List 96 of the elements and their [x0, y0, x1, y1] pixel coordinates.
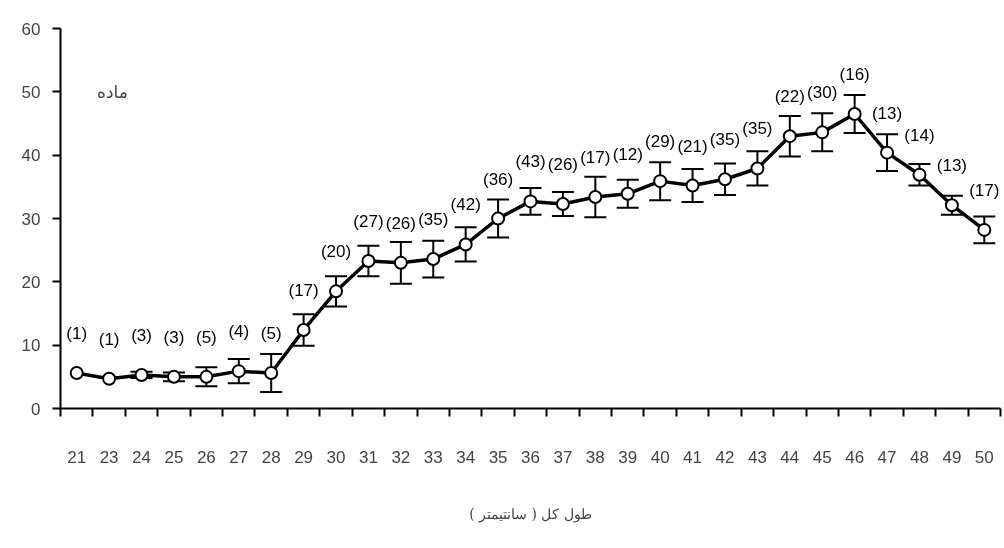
point — [717, 172, 732, 187]
annotation: (27) — [353, 211, 384, 231]
x-tick-label: 40 — [650, 447, 670, 467]
annotation: (35) — [709, 130, 741, 150]
annotation: (3) — [131, 325, 152, 345]
point — [620, 186, 635, 201]
x-tick-label: 47 — [877, 447, 897, 467]
x-tick-label: 29 — [294, 447, 314, 467]
point — [199, 369, 214, 384]
point — [329, 284, 344, 299]
annotation: (29) — [645, 132, 676, 152]
annotation: (5) — [260, 324, 282, 344]
point — [685, 178, 700, 193]
annotation: (17) — [969, 180, 1000, 200]
annotation: (1) — [66, 324, 88, 344]
annotation: (36) — [482, 169, 514, 189]
y-tick-label: 40 — [21, 146, 41, 166]
annotation: (1) — [98, 329, 120, 349]
x-tick-label: 27 — [229, 447, 249, 467]
annotation: ماده — [96, 81, 128, 102]
x-tick-label: 28 — [261, 447, 281, 467]
annotation: (26) — [547, 154, 579, 174]
point — [815, 125, 830, 140]
annotation: (35) — [742, 119, 773, 139]
point — [264, 366, 279, 381]
point — [166, 369, 181, 384]
x-tick-label: 26 — [196, 447, 216, 467]
x-tick-label: 50 — [974, 447, 994, 467]
point — [782, 129, 797, 144]
x-tick-label: 23 — [99, 447, 119, 467]
point — [944, 198, 959, 213]
point — [653, 174, 668, 189]
y-tick-label: 50 — [21, 82, 41, 102]
annotation: (17) — [580, 147, 611, 167]
x-tick-label: 45 — [812, 447, 832, 467]
annotation: (21) — [677, 136, 708, 156]
x-tick-label: 48 — [910, 447, 929, 467]
point — [491, 211, 506, 226]
x-tick-label: 35 — [488, 447, 508, 467]
x-tick-label: 46 — [845, 447, 865, 467]
x-tick-label: 31 — [358, 447, 378, 467]
x-tick-label: 43 — [747, 447, 767, 467]
y-tick-label: 0 — [31, 399, 41, 419]
point — [523, 194, 538, 209]
x-tick-label: 36 — [521, 447, 540, 467]
x-tick-label: 33 — [423, 447, 443, 467]
y-tick-label: 60 — [21, 19, 41, 39]
point — [69, 366, 84, 381]
annotation: (5) — [195, 327, 217, 347]
point — [426, 252, 441, 267]
annotation: (26) — [385, 213, 416, 233]
annotation: (13) — [936, 156, 967, 176]
annotation: (4) — [228, 322, 250, 342]
x-tick-label: 38 — [585, 447, 605, 467]
annotation: (22) — [774, 87, 805, 107]
point — [912, 167, 927, 182]
x-tick-label: 34 — [456, 447, 476, 467]
annotation: (16) — [839, 65, 870, 84]
point — [588, 189, 603, 204]
y-tick-label: 10 — [21, 336, 41, 356]
point — [361, 253, 376, 268]
x-tick-label: 37 — [553, 447, 573, 467]
point — [555, 196, 570, 211]
x-tick-label: 21 — [67, 447, 87, 467]
x-tick-label: 25 — [164, 447, 184, 467]
point — [102, 371, 117, 386]
x-tick-label: 39 — [618, 447, 638, 467]
point — [458, 237, 473, 252]
annotation: (17) — [288, 280, 319, 300]
y-tick-label: 20 — [21, 272, 41, 292]
x-tick-label: 32 — [391, 447, 411, 467]
point — [847, 107, 862, 121]
x-axis-title: طول کل ( سانتیمتر ) — [469, 505, 592, 523]
point — [296, 322, 311, 337]
annotation: (20) — [320, 242, 352, 262]
x-tick-label: 42 — [715, 447, 735, 467]
point — [880, 145, 895, 160]
point — [977, 222, 992, 237]
x-tick-label: 24 — [132, 447, 151, 467]
annotation: (12) — [612, 144, 643, 164]
x-tick-label: 41 — [683, 447, 703, 467]
point — [750, 161, 765, 176]
x-tick-label: 49 — [942, 447, 962, 467]
point — [134, 367, 149, 382]
y-tick-label: 30 — [21, 209, 41, 229]
x-tick-label: 44 — [780, 447, 800, 467]
point — [393, 255, 408, 270]
point — [231, 364, 246, 379]
annotation: (3) — [163, 327, 185, 347]
annotation: (43) — [515, 152, 546, 172]
annotation: (35) — [418, 210, 449, 230]
annotation: (14) — [904, 125, 935, 145]
x-tick-label: 30 — [326, 447, 346, 467]
annotation: (13) — [871, 103, 903, 123]
annotation: (30) — [807, 83, 838, 103]
annotation: (42) — [450, 195, 481, 215]
